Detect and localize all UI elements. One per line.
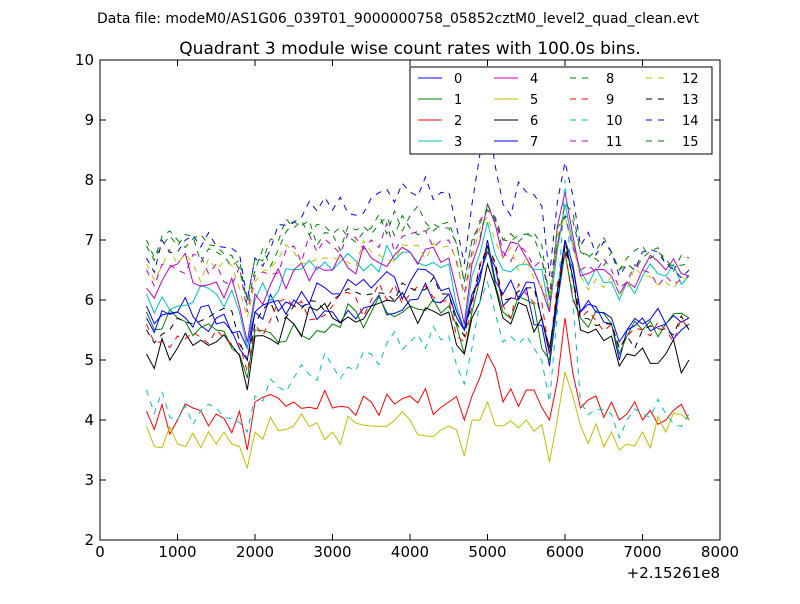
series-line-13 <box>146 244 690 362</box>
legend-label-2: 2 <box>454 114 462 129</box>
x-tick-label: 6000 <box>546 543 584 561</box>
x-tick-label: 2000 <box>236 543 274 561</box>
y-tick-label: 4 <box>84 411 94 429</box>
legend-label-12: 12 <box>682 72 699 87</box>
x-tick-label: 7000 <box>623 543 661 561</box>
series-line-5 <box>146 371 690 470</box>
legend-label-9: 9 <box>606 93 614 108</box>
legend-label-8: 8 <box>606 72 614 87</box>
legend-label-15: 15 <box>682 135 699 150</box>
x-tick-label: 1000 <box>158 543 196 561</box>
data-file-header: Data file: modeM0/AS1G06_039T01_90000007… <box>97 11 699 27</box>
x-tick-label: 3000 <box>313 543 351 561</box>
plot-area <box>146 113 690 470</box>
legend-label-7: 7 <box>530 135 538 150</box>
series-line-15 <box>146 209 690 301</box>
legend-box <box>409 66 713 155</box>
y-tick-label: 8 <box>84 171 94 189</box>
series-line-4 <box>146 191 690 343</box>
y-tick-label: 7 <box>84 231 94 249</box>
y-tick-label: 6 <box>84 291 94 309</box>
series-line-1 <box>146 245 690 379</box>
x-offset-label: +2.15261e8 <box>627 564 720 582</box>
series-line-8 <box>146 202 690 307</box>
x-tick-label: 0 <box>95 543 105 561</box>
y-tick-label: 10 <box>75 51 94 69</box>
series-line-10 <box>146 179 690 440</box>
y-tick-label: 5 <box>84 351 94 369</box>
legend-label-6: 6 <box>530 114 538 129</box>
legend-label-3: 3 <box>454 135 462 150</box>
legend-label-5: 5 <box>530 93 538 108</box>
chart-title: Quadrant 3 module wise count rates with … <box>179 39 640 59</box>
x-tick-label: 4000 <box>391 543 429 561</box>
y-tick-label: 3 <box>84 471 94 489</box>
legend-label-11: 11 <box>606 135 623 150</box>
legend-label-14: 14 <box>682 114 699 129</box>
series-line-3 <box>146 203 690 349</box>
legend-label-0: 0 <box>454 72 462 87</box>
series-line-12 <box>146 214 690 319</box>
series-line-11 <box>146 209 690 313</box>
legend-label-1: 1 <box>454 93 462 108</box>
series-line-2 <box>146 317 690 451</box>
x-tick-label: 5000 <box>468 543 506 561</box>
legend-label-13: 13 <box>682 93 699 108</box>
legend-label-10: 10 <box>606 114 623 129</box>
series-line-7 <box>146 239 690 362</box>
y-tick-label: 2 <box>84 531 94 549</box>
x-tick-label: 8000 <box>701 543 739 561</box>
legend-label-4: 4 <box>530 72 538 87</box>
y-tick-label: 9 <box>84 111 94 129</box>
axis-ticks: 0 1000 2000 3000 4000 5000 6000 7000 8000 2 3 4 5 6 7 8… <box>75 51 739 561</box>
series-line-6 <box>146 239 690 391</box>
